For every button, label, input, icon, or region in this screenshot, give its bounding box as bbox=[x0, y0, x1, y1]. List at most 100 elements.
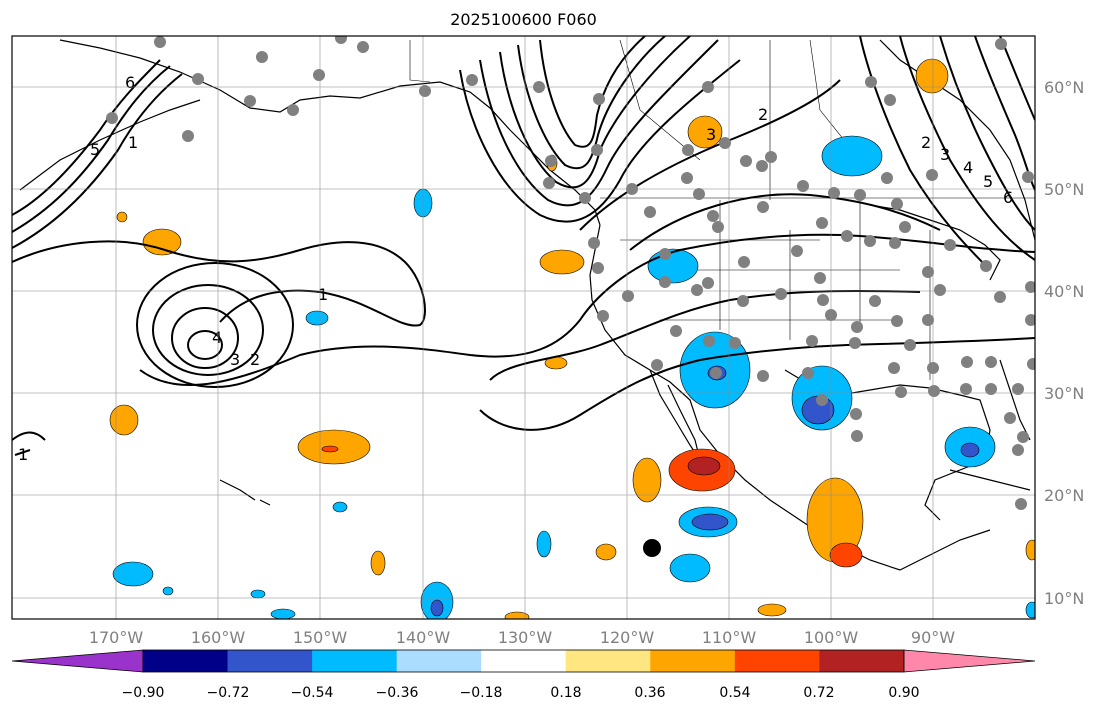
station-dot bbox=[926, 169, 938, 181]
station-dot bbox=[960, 383, 972, 395]
colorbar-bin bbox=[227, 650, 313, 672]
station-dot bbox=[682, 144, 694, 156]
colorbar-bin bbox=[143, 650, 229, 672]
contour-label: 3 bbox=[230, 350, 240, 369]
station-dot bbox=[775, 288, 787, 300]
station-dot bbox=[702, 277, 714, 289]
state-borders bbox=[409, 39, 1035, 380]
lon-label: 110°W bbox=[702, 628, 757, 647]
lat-label: 40°N bbox=[1044, 282, 1084, 301]
station-dot bbox=[710, 367, 722, 379]
na-west-coast bbox=[589, 224, 991, 571]
lat-label: 30°N bbox=[1044, 384, 1084, 403]
anomaly-patch bbox=[687, 456, 721, 476]
station-dot bbox=[597, 310, 609, 322]
anomaly-patch bbox=[116, 211, 128, 223]
station-dot bbox=[922, 266, 934, 278]
station-dot bbox=[791, 245, 803, 257]
station-dot bbox=[1017, 431, 1029, 443]
contour-label: 6 bbox=[125, 73, 135, 92]
station-dot bbox=[928, 385, 940, 397]
station-dot bbox=[659, 248, 671, 260]
station-dot bbox=[1012, 383, 1024, 395]
colorbar-tick-label: 0.18 bbox=[550, 685, 581, 701]
anomaly-patch bbox=[647, 248, 699, 284]
colorbar-extend-low bbox=[11, 649, 144, 673]
station-dot bbox=[944, 239, 956, 251]
station-dot bbox=[543, 177, 555, 189]
station-dot bbox=[256, 51, 268, 63]
colorbar-bin bbox=[565, 650, 651, 672]
station-dot bbox=[651, 359, 663, 371]
colorbar-frame bbox=[142, 649, 905, 673]
station-dot bbox=[985, 383, 997, 395]
highlight-marker bbox=[643, 539, 661, 557]
anomaly-patch bbox=[632, 457, 662, 503]
anomaly-patch bbox=[595, 543, 617, 561]
station-dot bbox=[934, 284, 946, 296]
colorbar bbox=[11, 649, 1036, 673]
station-dot bbox=[849, 337, 861, 349]
station-dot bbox=[335, 36, 347, 44]
station-dot bbox=[995, 38, 1007, 50]
station-dot bbox=[707, 210, 719, 222]
contour-label: 6 bbox=[1003, 188, 1013, 207]
hudson-area bbox=[879, 39, 1035, 241]
colorbar-tick-label: −0.90 bbox=[122, 685, 165, 701]
anomaly-patch bbox=[536, 530, 552, 558]
station-dot bbox=[797, 180, 809, 192]
anomaly-patch bbox=[539, 249, 585, 275]
station-dot bbox=[884, 94, 896, 106]
latitude-labels: 60°N 50°N 40°N 30°N 20°N 10°N bbox=[1044, 78, 1084, 608]
alaska-coast bbox=[59, 39, 601, 226]
colorbar-bin bbox=[734, 650, 820, 672]
map-frame bbox=[11, 35, 1036, 620]
contour-label: 2 bbox=[921, 133, 931, 152]
station-dot bbox=[106, 112, 118, 124]
station-dot bbox=[1027, 358, 1035, 370]
station-dot bbox=[985, 356, 997, 368]
colorbar-tick-label: 0.72 bbox=[803, 685, 834, 701]
colorbar-bin bbox=[396, 650, 482, 672]
station-dot bbox=[737, 295, 749, 307]
lon-label: 100°W bbox=[804, 628, 859, 647]
station-dot bbox=[864, 235, 876, 247]
station-dot bbox=[693, 188, 705, 200]
station-dot bbox=[588, 237, 600, 249]
contour-label: 5 bbox=[90, 140, 100, 159]
lon-label: 130°W bbox=[498, 628, 553, 647]
station-dot bbox=[757, 370, 769, 382]
florida bbox=[999, 359, 1031, 441]
anomaly-patch bbox=[757, 603, 787, 617]
height-contours bbox=[12, 36, 1035, 456]
contour-label: 4 bbox=[963, 158, 973, 177]
station-dot bbox=[865, 76, 877, 88]
contour-label: 1 bbox=[128, 133, 138, 152]
anomaly-patch bbox=[321, 445, 339, 453]
contour-line bbox=[136, 262, 294, 388]
station-dot bbox=[1012, 444, 1024, 456]
colorbar-tick-label: −0.54 bbox=[291, 685, 334, 701]
colorbar-ticks: −0.90 −0.72 −0.54 −0.36 −0.18 0.18 0.36 … bbox=[122, 685, 920, 701]
contour-label: 2 bbox=[250, 350, 260, 369]
contour-line bbox=[12, 59, 183, 249]
station-dot bbox=[994, 291, 1006, 303]
longitude-labels: 170°W 160°W 150°W 140°W 130°W 120°W 110°… bbox=[89, 628, 955, 647]
anomaly-patch bbox=[112, 561, 154, 587]
anomaly-patch bbox=[1025, 539, 1035, 561]
station-dot bbox=[712, 221, 724, 233]
station-dot bbox=[757, 201, 769, 213]
station-dot bbox=[802, 367, 814, 379]
station-dot bbox=[182, 130, 194, 142]
station-dot bbox=[192, 73, 204, 85]
station-dot bbox=[869, 295, 881, 307]
map-title: 2025100600 F060 bbox=[450, 10, 597, 29]
contour-line bbox=[12, 431, 46, 456]
station-dot bbox=[806, 335, 818, 347]
station-dot bbox=[881, 172, 893, 184]
station-dot bbox=[313, 69, 325, 81]
anomaly-patch bbox=[915, 58, 949, 94]
contour-line bbox=[479, 337, 1035, 431]
anomaly-patch bbox=[504, 611, 530, 619]
contour-line bbox=[859, 36, 1035, 271]
